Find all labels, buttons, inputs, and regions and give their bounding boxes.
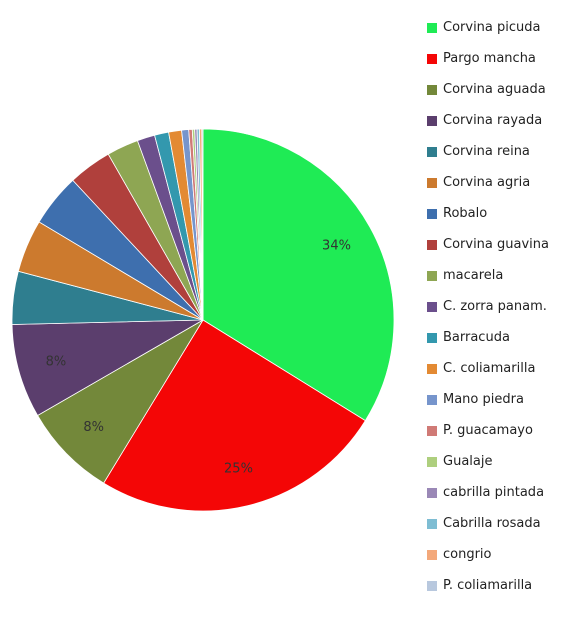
legend: Corvina picuda Pargo mancha Corvina aguada… [427,12,585,601]
legend-label: Corvina picuda [443,20,541,35]
data-label: 34% [322,239,351,254]
legend-label: C. zorra panam. [443,299,547,314]
legend-item: Cabrilla rosada [427,508,585,539]
legend-label: Corvina aguada [443,82,546,97]
legend-label: Corvina rayada [443,113,543,128]
legend-swatch [427,146,437,157]
legend-swatch [427,487,437,498]
data-label: 8% [46,354,67,369]
legend-item: Corvina rayada [427,105,585,136]
legend-item: P. coliamarilla [427,570,585,601]
legend-label: P. guacamayo [443,423,533,438]
legend-item: Corvina aguada [427,74,585,105]
pie-slice [202,128,395,422]
legend-label: congrio [443,547,492,562]
legend-swatch [427,22,437,33]
legend-swatch [427,301,437,312]
legend-swatch [427,53,437,64]
legend-item: Robalo [427,198,585,229]
legend-label: Cabrilla rosada [443,516,541,531]
legend-swatch [427,270,437,281]
legend-label: Pargo mancha [443,51,536,66]
legend-label: cabrilla pintada [443,485,545,500]
legend-item: cabrilla pintada [427,477,585,508]
legend-item: Barracuda [427,322,585,353]
legend-swatch [427,549,437,560]
legend-swatch [427,332,437,343]
legend-label: Mano piedra [443,392,524,407]
pie-slice [11,319,204,417]
legend-item: P. guacamayo [427,415,585,446]
legend-item: C. zorra panam. [427,291,585,322]
legend-label: Gualaje [443,454,493,469]
pie-slice [201,128,204,321]
pie-slice [37,319,204,484]
legend-swatch [427,425,437,436]
pie-slice [103,319,366,512]
legend-item: Corvina reina [427,136,585,167]
legend-swatch [427,84,437,95]
legend-item: Mano piedra [427,384,585,415]
legend-item: C. coliamarilla [427,353,585,384]
legend-label: Corvina reina [443,144,530,159]
legend-swatch [427,518,437,529]
legend-label: Robalo [443,206,488,221]
legend-item: Pargo mancha [427,43,585,74]
legend-swatch [427,580,437,591]
legend-item: Corvina agria [427,167,585,198]
data-label: 8% [83,420,104,435]
legend-label: macarela [443,268,504,283]
legend-item: Gualaje [427,446,585,477]
legend-swatch [427,239,437,250]
legend-item: macarela [427,260,585,291]
legend-label: C. coliamarilla [443,361,536,376]
pie-chart: 34% 25% 8% 8% [11,128,395,512]
legend-swatch [427,363,437,374]
legend-label: P. coliamarilla [443,578,533,593]
data-label: 25% [224,462,253,477]
legend-item: congrio [427,539,585,570]
legend-swatch [427,456,437,467]
legend-item: Corvina picuda [427,12,585,43]
legend-label: Corvina agria [443,175,531,190]
legend-label: Barracuda [443,330,510,345]
legend-swatch [427,394,437,405]
legend-swatch [427,208,437,219]
legend-swatch [427,115,437,126]
legend-item: Corvina guavina [427,229,585,260]
legend-swatch [427,177,437,188]
legend-label: Corvina guavina [443,237,549,252]
